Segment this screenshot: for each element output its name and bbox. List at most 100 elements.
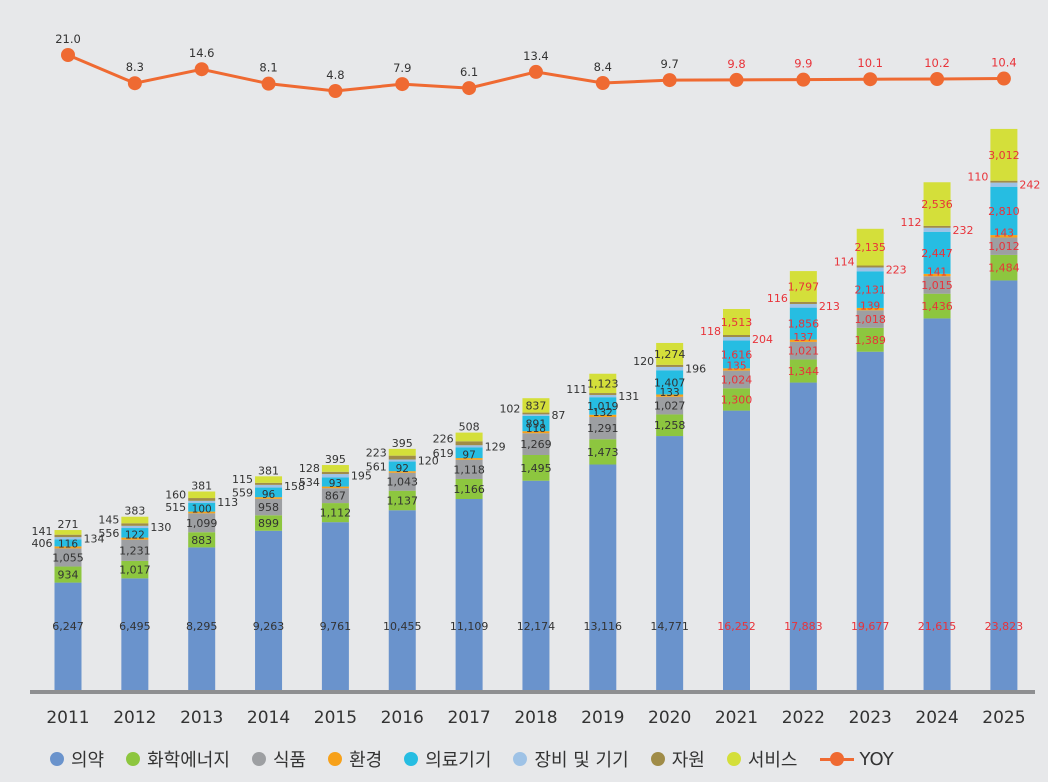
bar-segment-환경-2015 — [321, 486, 349, 489]
bar-segment-화학에너지-2023 — [856, 327, 884, 352]
segment-value-label: 114 — [834, 255, 855, 268]
yoy-value-label: 13.4 — [523, 49, 549, 63]
bar-segment-장비-및-기기-2016 — [388, 459, 416, 462]
bar-segment-의약-2020 — [656, 436, 684, 690]
segment-value-label: 135 — [726, 361, 746, 373]
yoy-value-label: 9.9 — [794, 57, 812, 71]
segment-value-label: 226 — [433, 432, 454, 445]
segment-value-label: 9,761 — [320, 620, 352, 633]
legend-swatch — [404, 752, 419, 766]
x-tick-label: 2021 — [715, 708, 758, 728]
segment-value-label: 1,436 — [921, 300, 953, 313]
bar-segment-장비-및-기기-2025 — [990, 182, 1018, 187]
bar-segment-서비스-2019 — [589, 373, 617, 394]
segment-value-label: 87 — [551, 409, 565, 422]
bar-segment-서비스-2024 — [923, 182, 951, 226]
segment-value-label: 134 — [84, 532, 105, 545]
bar-segment-자원-2023 — [856, 265, 884, 268]
segment-value-label: 223 — [886, 263, 907, 276]
bar-segment-자원-2024 — [923, 225, 951, 228]
segment-value-label: 1,027 — [654, 400, 686, 413]
x-tick-label: 2012 — [113, 708, 156, 728]
segment-value-label: 110 — [967, 171, 988, 184]
bar-segment-서비스-2013 — [188, 491, 216, 499]
segment-value-label: 958 — [258, 501, 279, 514]
yoy-point-2012 — [127, 76, 142, 91]
bar-segment-장비-및-기기-2011 — [54, 537, 82, 540]
segment-value-label: 1,024 — [721, 373, 753, 386]
bar-segment-의료기기-2011 — [54, 539, 82, 547]
segment-value-label: 1,021 — [788, 345, 820, 358]
bar-segment-화학에너지-2019 — [589, 439, 617, 465]
segment-value-label: 102 — [499, 402, 520, 415]
bar-segment-식품-2016 — [388, 472, 416, 491]
bar-segment-환경-2014 — [255, 497, 283, 499]
segment-value-label: 133 — [660, 387, 680, 399]
segment-value-label: 1,099 — [186, 517, 218, 530]
segment-value-label: 883 — [191, 534, 212, 547]
bar-segment-식품-2019 — [589, 416, 617, 440]
x-tick-label: 2017 — [447, 708, 490, 728]
yoy-point-2013 — [194, 62, 209, 77]
segment-value-label: 891 — [525, 417, 546, 430]
bar-segment-환경-2022 — [789, 339, 817, 342]
segment-value-label: 129 — [485, 440, 506, 453]
segment-value-label: 118 — [526, 423, 546, 435]
legend-label: 화학에너지 — [147, 750, 230, 771]
legend-label: YOY — [859, 748, 894, 770]
bar-segment-의료기기-2022 — [789, 307, 817, 340]
bar-segment-의약-2018 — [522, 480, 550, 690]
segment-value-label: 115 — [232, 473, 253, 486]
bar-segment-식품-2022 — [789, 341, 817, 360]
yoy-value-label: 9.7 — [661, 57, 679, 71]
segment-value-label: 559 — [232, 486, 253, 499]
bar-segment-환경-2024 — [923, 273, 951, 277]
segment-value-label: 145 — [98, 514, 119, 527]
bar-segment-화학에너지-2014 — [255, 515, 283, 531]
segment-value-label: 1,118 — [453, 463, 485, 476]
segment-value-label: 2,135 — [854, 241, 886, 254]
legend-item-장비-및-기기: 장비 및 기기 — [513, 746, 629, 772]
segment-value-label: 143 — [994, 228, 1014, 240]
x-tick-label: 2024 — [915, 708, 958, 728]
bar-segment-자원-2021 — [723, 335, 750, 338]
bar-segment-화학에너지-2024 — [923, 293, 951, 319]
segment-value-label: 100 — [192, 503, 212, 515]
bar-segment-화학에너지-2021 — [723, 388, 750, 411]
segment-value-label: 6,495 — [119, 620, 151, 633]
legend-swatch — [50, 752, 64, 766]
bar-segment-서비스-2021 — [723, 308, 750, 336]
segment-value-label: 158 — [284, 480, 305, 493]
bar-segment-장비-및-기기-2024 — [923, 227, 951, 232]
segment-value-label: 19,677 — [851, 620, 890, 633]
segment-value-label: 12,174 — [517, 620, 556, 633]
segment-value-label: 1,797 — [788, 281, 820, 294]
segment-value-label: 1,616 — [721, 348, 753, 361]
segment-value-label: 23,823 — [985, 620, 1024, 633]
segment-value-label: 17,883 — [784, 620, 823, 633]
bar-segment-환경-2018 — [522, 431, 550, 434]
x-tick-label: 2015 — [314, 708, 357, 728]
yoy-point-2017 — [462, 81, 477, 96]
bar-segment-화학에너지-2022 — [789, 359, 817, 383]
bar-segment-서비스-2018 — [522, 398, 550, 413]
bar-segment-의약-2021 — [723, 410, 750, 690]
segment-value-label: 2,810 — [988, 205, 1020, 218]
bar-segment-서비스-2022 — [789, 271, 817, 302]
yoy-point-2023 — [863, 72, 878, 87]
bar-segment-자원-2025 — [990, 180, 1018, 183]
legend-swatch — [726, 752, 741, 766]
bar-segment-의료기기-2013 — [188, 502, 216, 512]
legend-label: 의료기기 — [425, 750, 492, 771]
bar-segment-식품-2012 — [121, 539, 149, 561]
x-tick-label: 2013 — [180, 708, 223, 728]
bar-segment-서비스-2023 — [856, 228, 884, 266]
bar-segment-서비스-2015 — [321, 465, 349, 472]
bar-segment-의료기기-2014 — [255, 487, 283, 498]
bar-segment-화학에너지-2016 — [388, 490, 416, 511]
yoy-point-2018 — [528, 64, 543, 79]
x-tick-label: 2014 — [247, 708, 290, 728]
yoy-value-label: 10.1 — [857, 56, 883, 70]
bar-segment-자원-2014 — [255, 482, 283, 485]
